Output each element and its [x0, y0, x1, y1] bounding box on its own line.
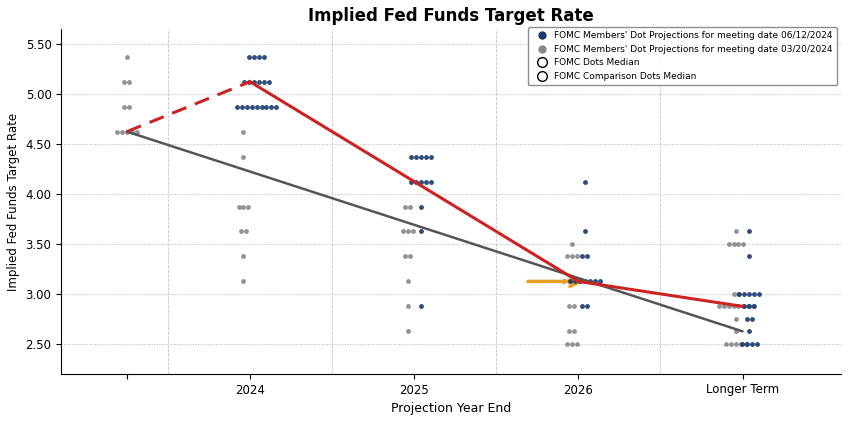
Legend: FOMC Members' Dot Projections for meeting date 06/12/2024, FOMC Members' Dot Pro: FOMC Members' Dot Projections for meetin… [528, 27, 836, 86]
X-axis label: Projection Year End: Projection Year End [391, 402, 511, 415]
Title: Implied Fed Funds Target Rate: Implied Fed Funds Target Rate [309, 7, 594, 25]
Y-axis label: Implied Fed Funds Target Rate: Implied Fed Funds Target Rate [7, 113, 20, 291]
